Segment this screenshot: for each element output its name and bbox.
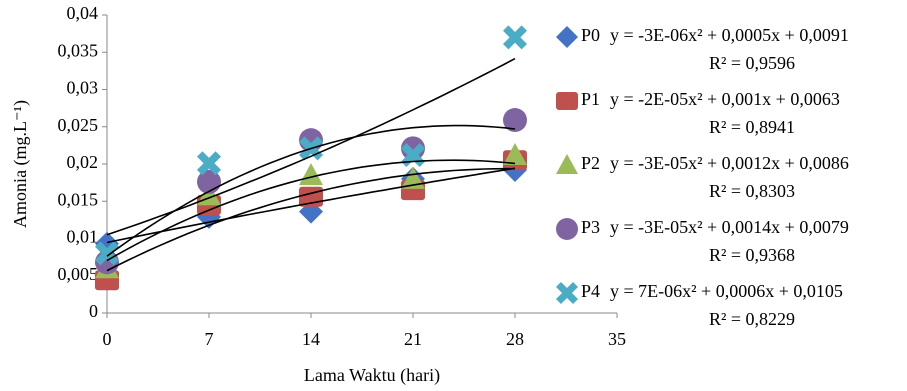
marker: [95, 241, 119, 266]
marker: [197, 151, 221, 176]
legend-equation: y = -3E-06x² + 0,0005x + 0,0091: [610, 25, 849, 45]
legend-marker: [556, 282, 578, 304]
legend-equation: y = -3E-05x² + 0,0014x + 0,0079: [610, 217, 849, 237]
y-tick-label: 0,005: [58, 264, 99, 284]
x-tick-label: 0: [103, 329, 112, 349]
legend-name: P2: [581, 153, 600, 173]
legend-name: P0: [581, 25, 600, 45]
x-tick-label: 21: [404, 329, 422, 349]
legend-name: P4: [581, 281, 600, 301]
trendline: [106, 167, 516, 244]
legend-r2: R² = 0,9368: [709, 245, 795, 265]
marker: [503, 108, 527, 133]
y-tick-label: 0,035: [58, 40, 99, 60]
marker: [299, 163, 323, 186]
legend-equation: y = -2E-05x² + 0,001x + 0,0063: [610, 89, 840, 109]
x-tick-label: 28: [506, 329, 524, 349]
y-tick-label: 0,03: [67, 78, 99, 98]
x-tick-label: 35: [608, 329, 626, 349]
marker: [503, 143, 527, 166]
legend-marker: [556, 26, 578, 48]
legend-marker: [556, 218, 578, 240]
trendline: [106, 159, 516, 262]
trendline: [106, 57, 516, 236]
legend-r2: R² = 0,8229: [709, 309, 795, 329]
legend-name: P1: [581, 89, 600, 109]
marker: [503, 25, 527, 50]
trendline: [106, 167, 515, 272]
legend-r2: R² = 0,8941: [709, 117, 795, 137]
y-tick-label: 0,01: [67, 227, 99, 247]
y-tick-label: 0,04: [67, 3, 99, 23]
legend-equation: y = -3E-05x² + 0,0012x + 0,0086: [610, 153, 849, 173]
y-tick-label: 0,02: [67, 152, 99, 172]
y-tick-label: 0,025: [58, 115, 99, 135]
y-tick-label: 0,015: [58, 189, 99, 209]
x-tick-label: 7: [205, 329, 214, 349]
legend-marker: [556, 154, 578, 174]
marker: [197, 169, 221, 194]
legend-equation: y = 7E-06x² + 0,0006x + 0,0105: [610, 281, 843, 301]
legend-r2: R² = 0,8303: [709, 181, 795, 201]
x-axis-label: Lama Waktu (hari): [304, 365, 440, 386]
y-axis-label: Amonia (mg.L⁻¹): [10, 100, 31, 228]
legend-name: P3: [581, 217, 600, 237]
y-tick-label: 0: [89, 301, 98, 321]
legend-marker: [556, 92, 578, 110]
legend-r2: R² = 0,9596: [709, 53, 795, 73]
x-tick-label: 14: [302, 329, 320, 349]
